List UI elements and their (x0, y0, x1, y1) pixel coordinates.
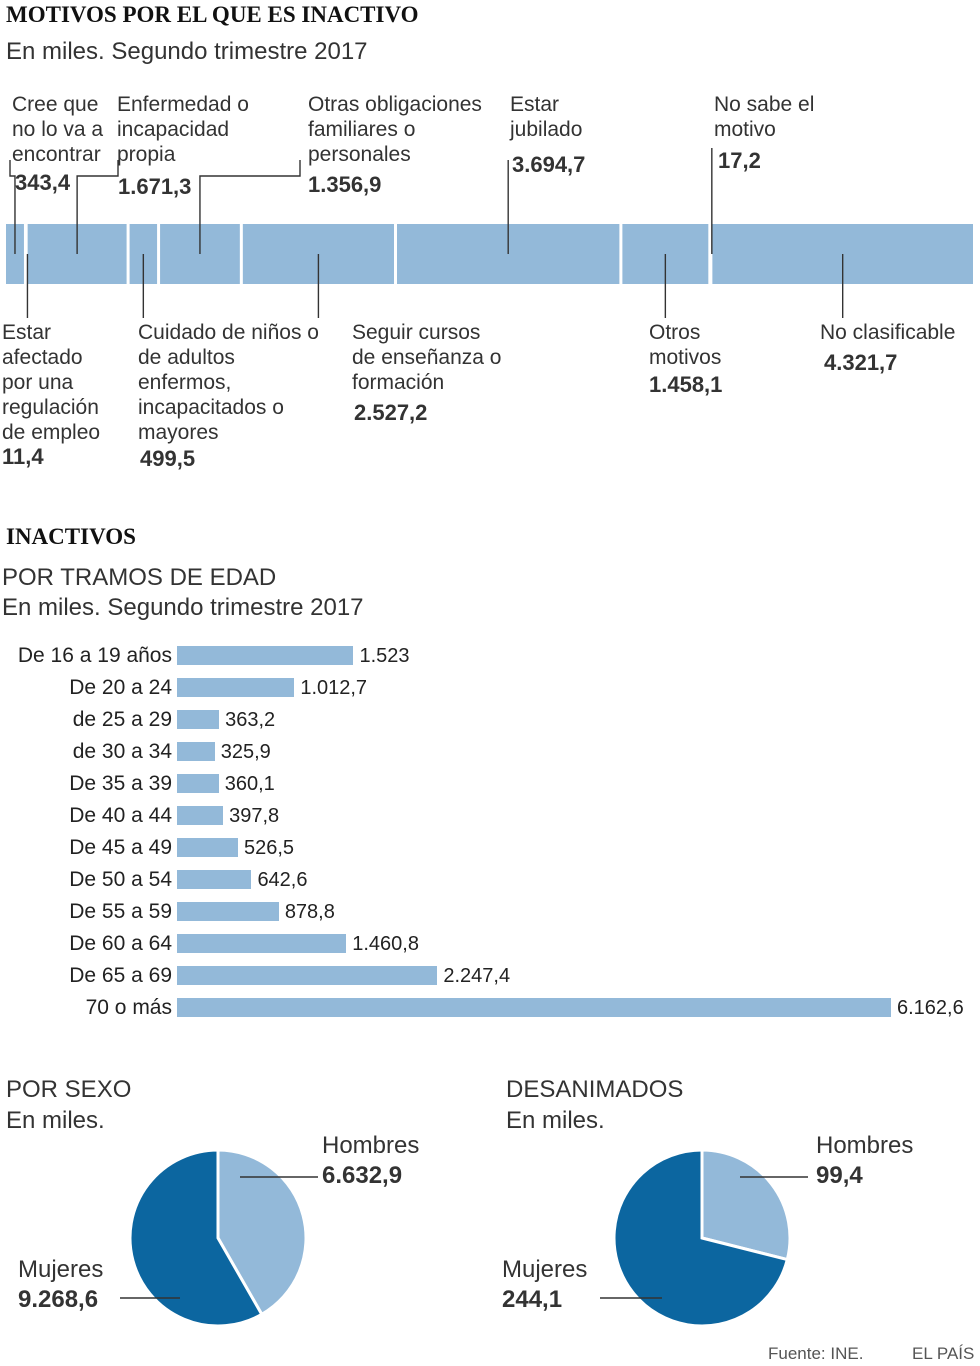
value-cuidado: 499,5 (140, 446, 196, 471)
age-value-label: 360,1 (224, 773, 275, 795)
age-bar (177, 774, 219, 793)
pie1-hombres-value: 6.632,9 (322, 1162, 403, 1189)
age-category-label: 70 o más (85, 996, 172, 1019)
age-bar (177, 966, 438, 985)
pie2-mujeres-value: 244,1 (502, 1286, 563, 1313)
pie2-hombres-label: Hombres (816, 1132, 914, 1159)
label-otras-obligaciones: Otras obligaciones familiares o personal… (308, 93, 482, 166)
age-category-label: De 45 a 49 (69, 836, 172, 859)
age-category-label: De 20 a 24 (69, 676, 172, 699)
age-category-label: De 35 a 39 (69, 772, 172, 795)
label-no-sabe: No sabe el motivo (714, 93, 815, 141)
age-category-label: de 30 a 34 (72, 740, 172, 763)
pie-slice-hombres (216, 1148, 308, 1317)
age-bar (177, 742, 215, 761)
value-jubilado: 3.694,7 (512, 152, 586, 177)
age-category-label: De 16 a 19 años (17, 644, 172, 667)
pie-slice-hombres (700, 1148, 792, 1262)
age-value-label: 1.523 (359, 645, 410, 667)
age-value-label: 363,2 (225, 709, 276, 731)
pie2-mujeres-label: Mujeres (502, 1256, 588, 1283)
value-no-sabe: 17,2 (718, 148, 761, 173)
age-bar (177, 998, 891, 1017)
section2-subtitle2: En miles. Segundo trimestre 2017 (2, 594, 364, 621)
label-cuidado: Cuidado de niños o de adultos enfermos, … (138, 321, 319, 444)
age-bar (177, 838, 238, 857)
age-bar (177, 646, 354, 665)
age-bar (177, 870, 252, 889)
age-value-label: 325,9 (220, 741, 271, 763)
pie-slice-mujeres (128, 1148, 264, 1328)
section2-subtitle1: POR TRAMOS DE EDAD (2, 564, 277, 591)
stacked-bar-chart (6, 148, 973, 318)
age-value-label: 6.162,6 (897, 997, 964, 1019)
leader-line (76, 160, 119, 254)
pie2-subtitle: En miles. (506, 1107, 605, 1134)
age-value-label: 878,8 (284, 901, 335, 923)
age-category-label: De 60 a 64 (69, 932, 172, 955)
age-bar (177, 934, 347, 953)
section1-subtitle: En miles. Segundo trimestre 2017 (6, 38, 368, 65)
footer-brand: EL PAÍS (912, 1344, 975, 1363)
label-otros-motivos: Otros motivos (649, 321, 722, 369)
label-cree-que: Cree que no lo va a encontrar (12, 93, 104, 166)
value-cursos: 2.527,2 (354, 400, 428, 425)
section1-title: MOTIVOS POR EL QUE ES INACTIVO (6, 2, 419, 27)
age-value-label: 1.460,8 (352, 933, 419, 955)
value-otras-obligaciones: 1.356,9 (308, 172, 382, 197)
value-regulacion: 11,4 (2, 444, 44, 469)
age-value-label: 2.247,4 (443, 965, 511, 987)
pie2-hombres-value: 99,4 (816, 1162, 863, 1189)
pie1-mujeres-label: Mujeres (18, 1256, 104, 1283)
leader-line (9, 160, 16, 254)
leader-line (199, 160, 301, 254)
value-cree-que: 343,4 (15, 170, 71, 195)
age-category-label: de 25 a 29 (72, 708, 172, 731)
age-bar (177, 902, 279, 921)
pie-chart-sexo (120, 1148, 318, 1328)
label-regulacion: Estar afectado por una regulación de emp… (2, 321, 101, 444)
label-enfermedad: Enfermedad o incapacidad propia (117, 93, 249, 166)
pie-slice-mujeres (612, 1148, 790, 1328)
value-otros-motivos: 1.458,1 (649, 372, 723, 397)
age-category-label: De 40 a 44 (69, 804, 172, 827)
age-category-label: De 65 a 69 (69, 964, 172, 987)
label-cursos: Seguir cursos de enseñanza o formación (352, 321, 502, 394)
label-no-clasificable: No clasificable (820, 321, 956, 344)
age-bar (177, 678, 295, 697)
pie2-title: DESANIMADOS (506, 1076, 684, 1103)
pie-chart-desanimados (600, 1148, 808, 1328)
label-jubilado: Estar jubilado (510, 93, 583, 141)
pie1-hombres-label: Hombres (322, 1132, 420, 1159)
age-value-label: 397,8 (229, 805, 280, 827)
age-value-label: 1.012,7 (300, 677, 368, 699)
age-value-label: 526,5 (244, 837, 295, 859)
pie1-subtitle: En miles. (6, 1107, 105, 1134)
section2-title: INACTIVOS (6, 524, 136, 549)
age-value-label: 642,6 (257, 869, 308, 891)
age-category-label: De 50 a 54 (69, 868, 172, 891)
pie1-title: POR SEXO (6, 1076, 132, 1103)
value-no-clasificable: 4.321,7 (824, 350, 898, 375)
age-bar (177, 710, 220, 729)
age-bar-chart: De 16 a 19 años 1.523 De 20 a 24 1.012,7 de … (0, 640, 980, 1030)
footer-source: Fuente: INE. (768, 1344, 864, 1363)
value-enfermedad: 1.671,3 (118, 174, 192, 199)
age-bar (177, 806, 224, 825)
age-category-label: De 55 a 59 (69, 900, 172, 923)
pie1-mujeres-value: 9.268,6 (18, 1286, 99, 1313)
